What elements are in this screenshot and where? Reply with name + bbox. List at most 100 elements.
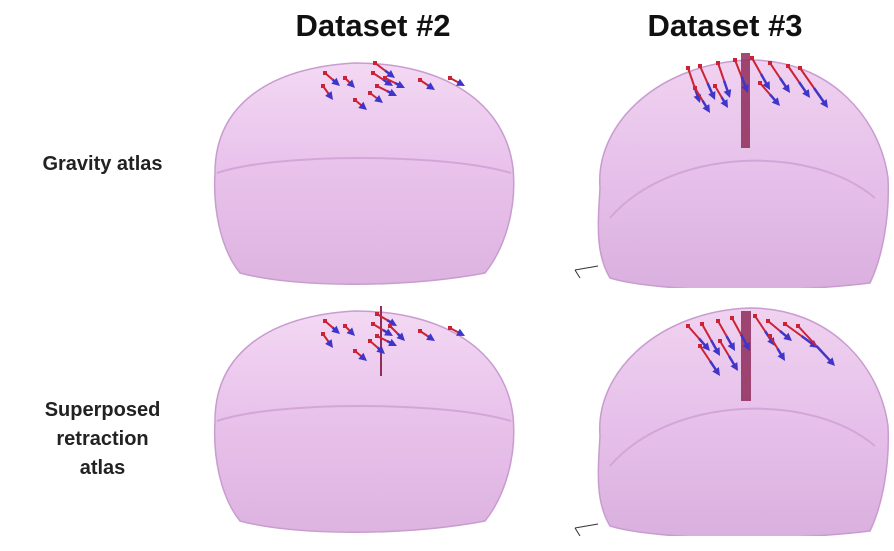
row-label-line: Superposed xyxy=(44,399,161,421)
arrow-red-shaft xyxy=(797,325,818,347)
arrow-tail-marker xyxy=(371,322,375,326)
arrow-red-shaft xyxy=(719,340,730,357)
arrow-head xyxy=(346,327,355,336)
arrow-red-shaft xyxy=(734,59,743,77)
arrow-head xyxy=(802,89,810,98)
cortex-ridge xyxy=(609,407,876,467)
arrow-head xyxy=(771,97,780,106)
arrow-tail-marker xyxy=(718,339,722,343)
arrow-red-shaft xyxy=(787,65,800,83)
arrow-tail-marker xyxy=(766,319,770,323)
arrow-head xyxy=(325,91,333,100)
arrow-head xyxy=(741,84,749,93)
arrow-tail-marker xyxy=(698,64,702,68)
arrow-tail-marker xyxy=(418,78,422,82)
arrow-tail-marker xyxy=(343,324,347,328)
arrow-tail-marker xyxy=(388,324,392,328)
arrow-red-shaft xyxy=(717,320,728,337)
arrow-tail-marker xyxy=(786,64,790,68)
arrow-tail-marker xyxy=(758,81,762,85)
arrow-head xyxy=(396,332,405,341)
arrow-red-shaft xyxy=(751,57,762,75)
arrow-tail-marker xyxy=(323,71,327,75)
retractor xyxy=(741,311,751,401)
arrow-head xyxy=(730,362,738,371)
axis-triad xyxy=(574,265,599,279)
arrow-head xyxy=(712,367,720,376)
arrow-head xyxy=(783,332,792,341)
arrow-head xyxy=(358,352,367,361)
arrow-tail-marker xyxy=(716,61,720,65)
arrow-head xyxy=(456,328,465,336)
arrow-head xyxy=(331,77,340,86)
arrow-tail-marker xyxy=(418,329,422,333)
arrow-tail-marker xyxy=(375,84,379,88)
arrow-tail-marker xyxy=(448,326,452,330)
arrow-red-shaft xyxy=(769,62,781,79)
arrow-head xyxy=(374,94,383,103)
arrow-red-shaft xyxy=(687,325,700,340)
arrow-head xyxy=(331,325,340,334)
arrow-tail-marker xyxy=(343,76,347,80)
arrow-head xyxy=(426,82,435,90)
arrow-head xyxy=(701,342,710,351)
arrow-head xyxy=(346,79,355,88)
row-label-line: retraction xyxy=(56,428,149,450)
arrow-tail-marker xyxy=(323,319,327,323)
arrow-tail-marker xyxy=(321,332,325,336)
arrow-tail-marker xyxy=(368,339,372,343)
arrow-head xyxy=(723,89,732,98)
arrow-tail-marker xyxy=(798,66,802,70)
arrow-red-shaft xyxy=(694,87,704,102)
arrow-tail-marker xyxy=(373,61,377,65)
arrow-tail-marker xyxy=(353,98,357,102)
arrow-blue-shaft xyxy=(815,345,833,364)
row-label-gravity-atlas: Gravity atlas xyxy=(0,150,205,179)
arrow-tail-marker xyxy=(686,66,690,70)
cortex-ridge xyxy=(216,405,512,422)
arrow-tail-marker xyxy=(753,314,757,318)
displacement-arrows xyxy=(321,61,465,110)
arrow-tail-marker xyxy=(698,344,702,348)
brain-surface-retraction-dataset-2 xyxy=(213,306,515,533)
row-label-line: atlas xyxy=(79,457,126,479)
arrow-head xyxy=(742,342,750,351)
arrow-red-shaft xyxy=(754,315,766,332)
arrow-head xyxy=(325,339,333,348)
row-label-line: Gravity atlas xyxy=(42,153,163,175)
arrow-tail-marker xyxy=(768,334,772,338)
axis-triad xyxy=(574,523,599,536)
arrow-tail-marker xyxy=(353,349,357,353)
arrow-head xyxy=(702,104,710,113)
displacement-arrows xyxy=(686,56,828,113)
arrow-tail-marker xyxy=(796,324,800,328)
cortex-ridge xyxy=(609,159,876,219)
arrow-head xyxy=(456,78,465,86)
arrow-head xyxy=(376,345,385,354)
arrow-tail-marker xyxy=(716,319,720,323)
arrow-head xyxy=(720,99,728,108)
column-title-dataset-2: Dataset #2 xyxy=(295,8,451,43)
arrow-red-shaft xyxy=(701,323,712,341)
arrow-head xyxy=(782,84,790,93)
arrow-head xyxy=(388,338,397,346)
column-title-dataset-3: Dataset #3 xyxy=(647,8,803,43)
arrow-head xyxy=(386,70,395,78)
arrow-tail-marker xyxy=(375,312,379,316)
cortex-ridge xyxy=(216,157,512,174)
row-label-superposed-retraction-atlas: Superposed retraction atlas xyxy=(0,396,205,483)
brain-surface-gravity-dataset-2 xyxy=(213,61,515,285)
arrow-head xyxy=(820,99,828,108)
arrow-red-shaft xyxy=(699,345,711,362)
arrow-head xyxy=(396,80,405,88)
arrow-head xyxy=(762,81,770,90)
arrow-tail-marker xyxy=(750,56,754,60)
arrow-blue-shaft xyxy=(812,87,827,105)
arrow-tail-marker xyxy=(700,322,704,326)
arrow-tail-marker xyxy=(730,316,734,320)
arrow-red-shaft xyxy=(731,317,742,335)
arrow-head xyxy=(388,88,397,96)
brain-surface xyxy=(597,59,890,288)
arrow-tail-marker xyxy=(783,322,787,326)
arrow-head xyxy=(777,352,785,361)
